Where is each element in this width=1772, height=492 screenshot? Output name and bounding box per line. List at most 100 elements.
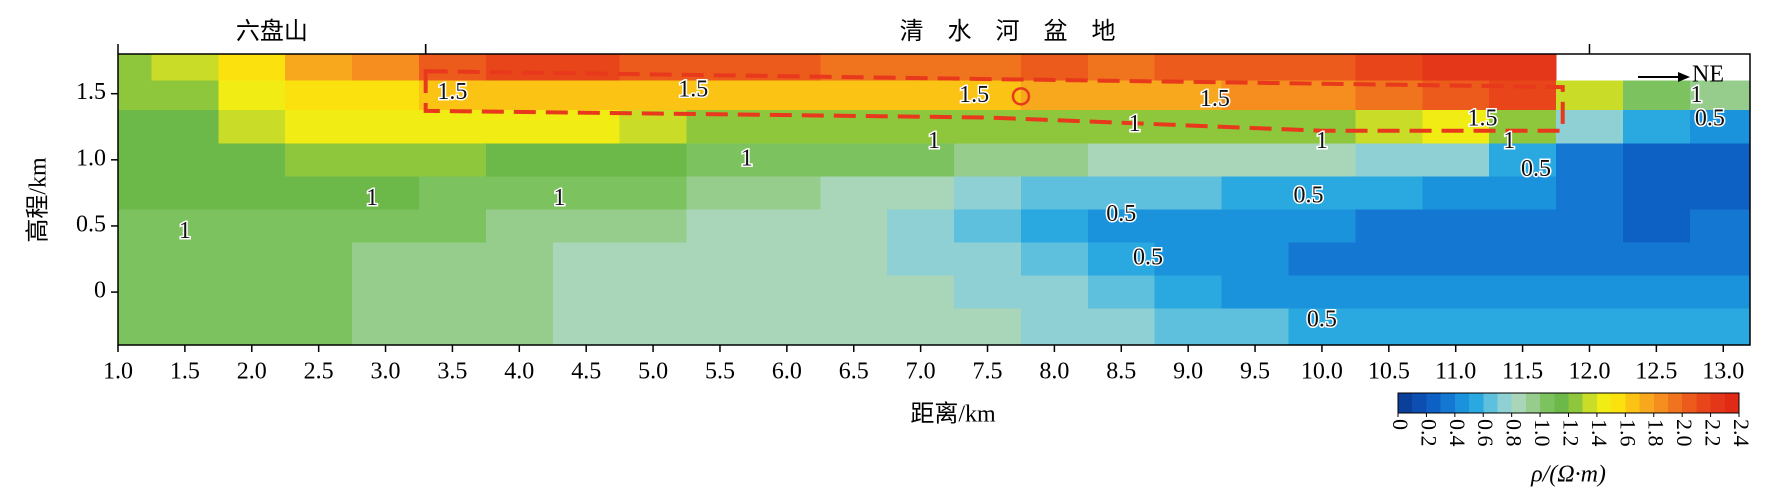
x-tick-label: 4.5 (571, 359, 601, 385)
colorbar-swatch (1710, 393, 1726, 413)
x-tick-label: 5.5 (705, 359, 735, 385)
colorbar-swatch (1440, 393, 1456, 413)
colorbar-swatch (1724, 393, 1740, 413)
colorbar-swatch (1426, 393, 1442, 413)
cell (1087, 54, 1156, 81)
cell (552, 110, 621, 144)
region-label: 清 水 河 盆 地 (900, 17, 1116, 45)
cell (1622, 110, 1691, 144)
colorbar-swatch (1653, 393, 1669, 413)
cell (1154, 308, 1223, 346)
colorbar-swatch (1525, 393, 1541, 413)
cell (118, 209, 152, 243)
x-tick-label: 10.0 (1301, 359, 1343, 385)
cell (887, 209, 955, 243)
cell (552, 209, 621, 243)
cell (1355, 176, 1423, 210)
cell (485, 110, 554, 144)
cell (887, 176, 955, 210)
cell (1689, 176, 1751, 210)
x-tick-label: 12.5 (1635, 359, 1677, 385)
colorbar-swatch (1582, 393, 1598, 413)
cell (1355, 54, 1423, 81)
x-tick-label: 8.5 (1106, 359, 1136, 385)
cell (753, 143, 821, 177)
cell (151, 275, 219, 310)
colorbar-swatch (1454, 393, 1470, 413)
cell (151, 242, 219, 277)
cell (1221, 80, 1289, 111)
cell (619, 308, 688, 346)
cell (686, 176, 754, 210)
contour-label: 1 (553, 185, 565, 211)
cell (118, 275, 152, 310)
cell (1355, 275, 1423, 310)
cell (552, 242, 621, 277)
cell (218, 54, 286, 81)
x-tick-label: 10.5 (1368, 359, 1410, 385)
cell (1622, 143, 1691, 177)
cell (954, 275, 1022, 310)
contour-label: 1.5 (1467, 106, 1497, 132)
cell (218, 80, 286, 111)
contour-label: 1.5 (437, 79, 467, 105)
cell (1020, 209, 1089, 243)
cell (1689, 80, 1751, 111)
cell (1020, 54, 1089, 81)
x-tick-label: 1.5 (170, 359, 200, 385)
cell (218, 242, 286, 277)
cell (552, 176, 621, 210)
cell (1221, 275, 1289, 310)
colorbar-tick-label: 1.6 (1615, 419, 1640, 447)
colorbar-swatch (1511, 393, 1527, 413)
cell (1020, 242, 1089, 277)
x-tick-label: 2.5 (304, 359, 334, 385)
cell (1221, 209, 1289, 243)
cell (352, 308, 420, 346)
x-tick-label: 4.0 (504, 359, 534, 385)
contour-label: 1 (1503, 128, 1515, 154)
cell (686, 308, 754, 346)
cell (1622, 242, 1691, 277)
cell (352, 143, 420, 177)
field (118, 54, 1751, 346)
contour-label: 1 (366, 185, 378, 211)
colorbar-swatch (1469, 393, 1484, 413)
cell (485, 209, 554, 243)
cell (352, 275, 420, 310)
marker (1011, 87, 1031, 106)
cell (1221, 143, 1289, 177)
cell (418, 110, 487, 144)
cell (118, 176, 152, 210)
cell (619, 143, 688, 177)
cell (1355, 143, 1423, 177)
colorbar-swatch (1554, 393, 1569, 413)
cell (418, 80, 487, 111)
cell (1422, 110, 1490, 144)
cell (820, 143, 888, 177)
colorbar-tick-label: 1.8 (1644, 419, 1669, 447)
cell (619, 54, 688, 81)
cell (1689, 209, 1751, 243)
cell (1087, 143, 1156, 177)
cell (285, 143, 353, 177)
colorbar-swatch (1483, 393, 1498, 413)
contour-label: 1.5 (1200, 86, 1230, 112)
x-tick-label: 5.0 (638, 359, 668, 385)
cell (485, 54, 554, 81)
cell (352, 242, 420, 277)
x-tick-label: 12.0 (1568, 359, 1610, 385)
cell (1288, 242, 1356, 277)
colorbar-tick-label: 0.4 (1445, 419, 1470, 447)
cell (1556, 209, 1624, 243)
cell (1556, 242, 1624, 277)
x-tick-label: 9.5 (1240, 359, 1270, 385)
cell (285, 110, 353, 144)
cell (1154, 143, 1223, 177)
region-label: 六盘山 (236, 17, 308, 45)
x-tick-label: 11.0 (1435, 359, 1476, 385)
cell (1154, 275, 1223, 310)
contour-label: 0.5 (1695, 106, 1725, 132)
contour-label: 1 (928, 128, 940, 154)
cell (552, 308, 621, 346)
